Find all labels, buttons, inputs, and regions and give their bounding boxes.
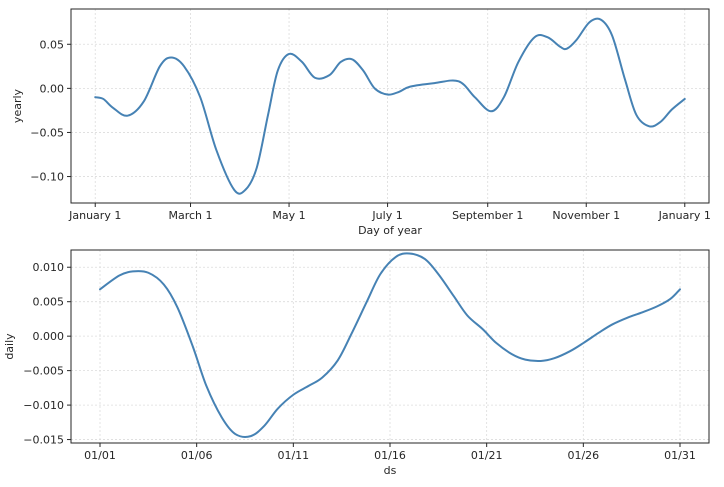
y-tick-label: −0.10 bbox=[30, 171, 64, 184]
y-axis-label: yearly bbox=[11, 88, 24, 123]
x-tick-label: March 1 bbox=[169, 209, 213, 222]
series-line bbox=[94, 17, 686, 195]
y-tick-label: 0.00 bbox=[40, 82, 65, 95]
x-tick-label: 01/01 bbox=[84, 449, 116, 462]
y-tick-label: 0.05 bbox=[40, 38, 65, 51]
x-tick-label: November 1 bbox=[552, 209, 620, 222]
x-tick-label: 01/21 bbox=[471, 449, 503, 462]
chart-panel-1: January 1 March 1 May 1 July 1 September 1 No… bbox=[11, 8, 711, 237]
x-tick-label: May 1 bbox=[272, 209, 305, 222]
x-axis-label: Day of year bbox=[358, 224, 422, 237]
y-tick-label: 0.010 bbox=[33, 261, 65, 274]
y-tick-label: −0.005 bbox=[23, 365, 64, 378]
y-tick-label: −0.05 bbox=[30, 126, 64, 139]
x-tick-label: 01/26 bbox=[567, 449, 599, 462]
x-axis-label: ds bbox=[384, 464, 397, 477]
y-tick-label: 0.000 bbox=[33, 330, 65, 343]
x-tick-label: January 1 bbox=[68, 209, 121, 222]
x-tick-label: 01/11 bbox=[277, 449, 309, 462]
x-tick-label: 01/06 bbox=[181, 449, 213, 462]
x-tick-label: September 1 bbox=[452, 209, 523, 222]
plot-frame bbox=[70, 8, 710, 204]
x-tick-label: 01/16 bbox=[374, 449, 406, 462]
y-tick-label: −0.015 bbox=[23, 434, 64, 447]
x-tick-label: July 1 bbox=[371, 209, 402, 222]
y-axis-label: daily bbox=[3, 333, 16, 360]
chart-panel-2: 01/01 01/06 01/11 01/16 01/21 01/26 01/31 0.010… bbox=[3, 249, 710, 477]
x-tick-label: 01/31 bbox=[664, 449, 696, 462]
y-tick-label: −0.010 bbox=[23, 399, 64, 412]
x-tick-label: January 1 bbox=[658, 209, 711, 222]
series-line bbox=[99, 252, 681, 438]
y-tick-label: 0.005 bbox=[33, 296, 65, 309]
